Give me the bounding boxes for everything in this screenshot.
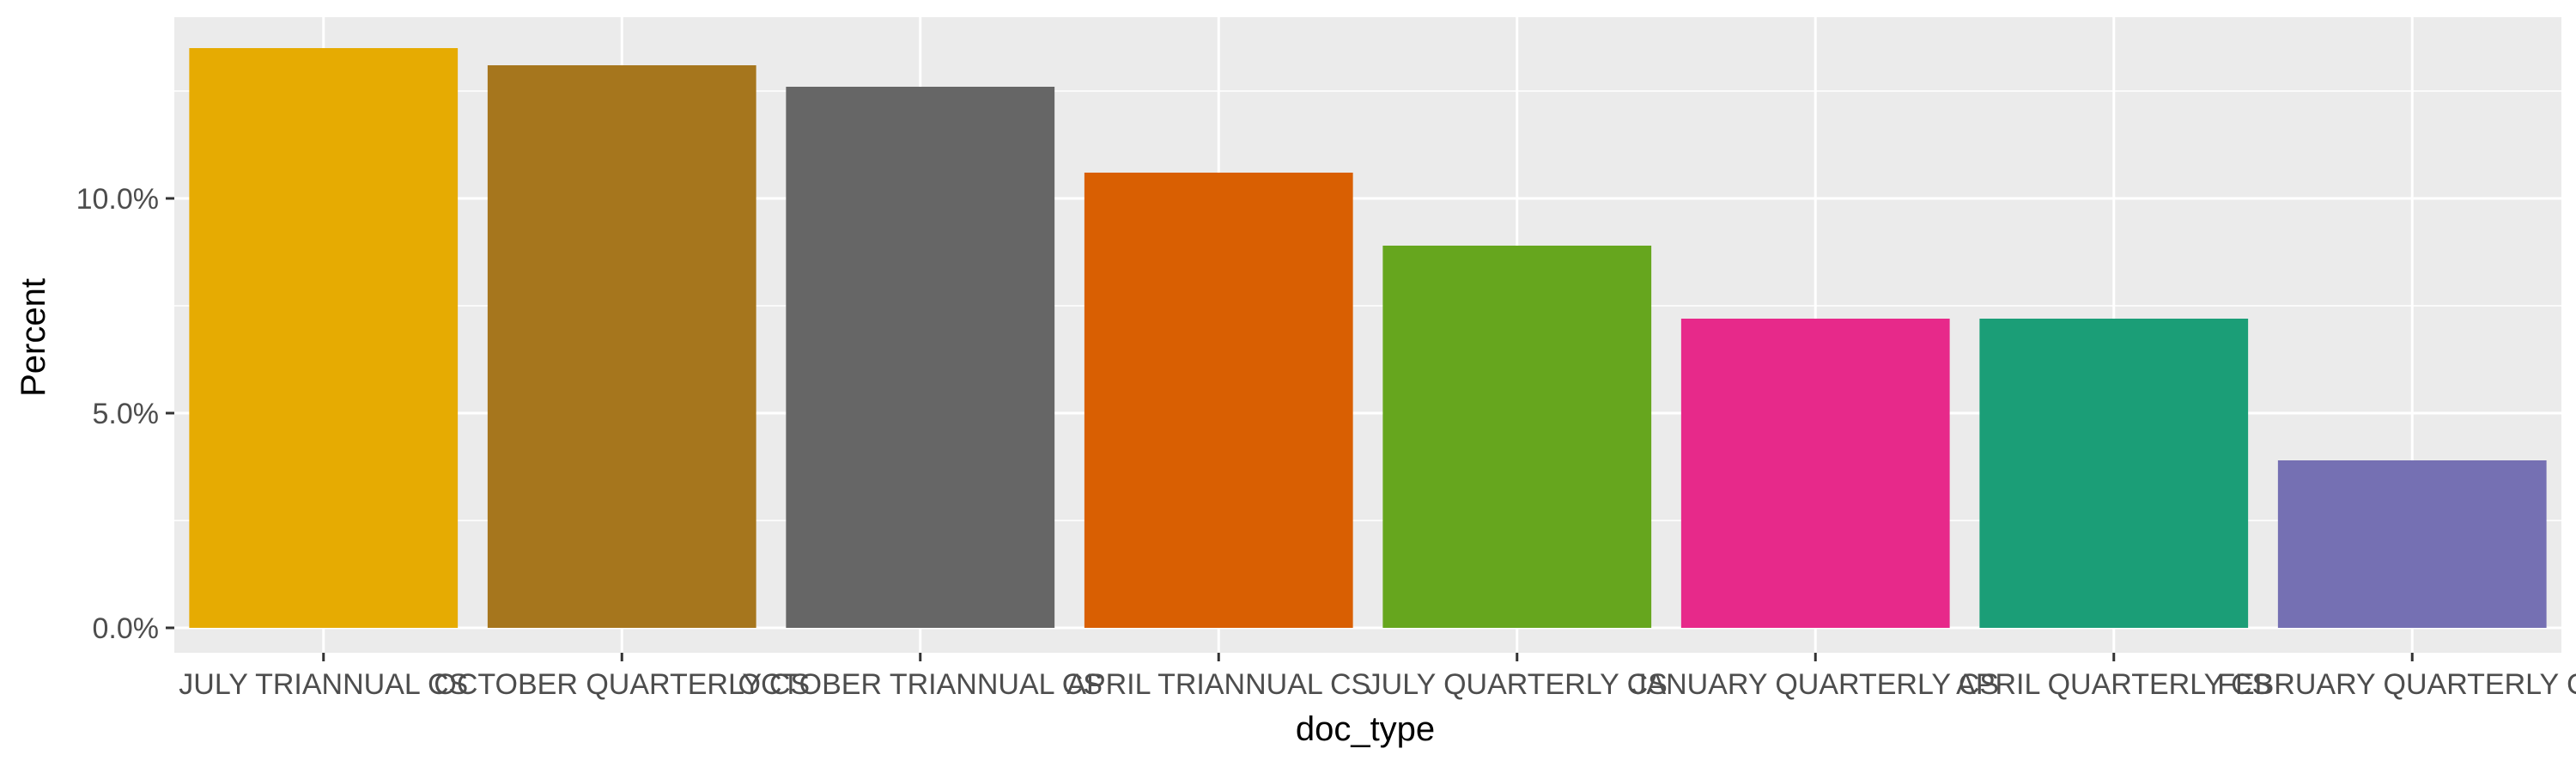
bar — [1084, 173, 1353, 628]
y-tick-label: 10.0% — [76, 183, 159, 216]
x-axis-title: doc_type — [1296, 710, 1435, 748]
y-axis: 0.0% 5.0% 10.0% — [76, 183, 174, 645]
bar — [2277, 460, 2547, 628]
x-tick-label: JULY TRIANNUAL CS — [179, 668, 468, 701]
y-tick-label: 0.0% — [93, 612, 160, 645]
y-tick-label: 5.0% — [93, 398, 160, 430]
bar — [1382, 246, 1652, 628]
x-tick-label: JANUARY QUARTERLY CS — [1631, 668, 1999, 701]
x-tick-label: OCTOBER QUARTERLY CS — [434, 668, 810, 701]
x-tick-label: JULY QUARTERLY CS — [1367, 668, 1668, 701]
x-tick-label: APRIL TRIANNUAL CS — [1066, 668, 1370, 701]
bar — [487, 65, 756, 628]
x-tick-label: FEBRUARY QUARTERLY CS — [2217, 668, 2576, 701]
x-tick-label: OCTOBER TRIANNUAL CS — [738, 668, 1103, 701]
x-tick-label: APRIL QUARTERLY CS — [1956, 668, 2271, 701]
bar — [786, 87, 1055, 628]
bar — [1979, 319, 2249, 628]
bar — [1680, 319, 1950, 628]
bars — [189, 48, 2547, 628]
y-axis-title: Percent — [15, 278, 52, 397]
bar — [189, 48, 459, 628]
